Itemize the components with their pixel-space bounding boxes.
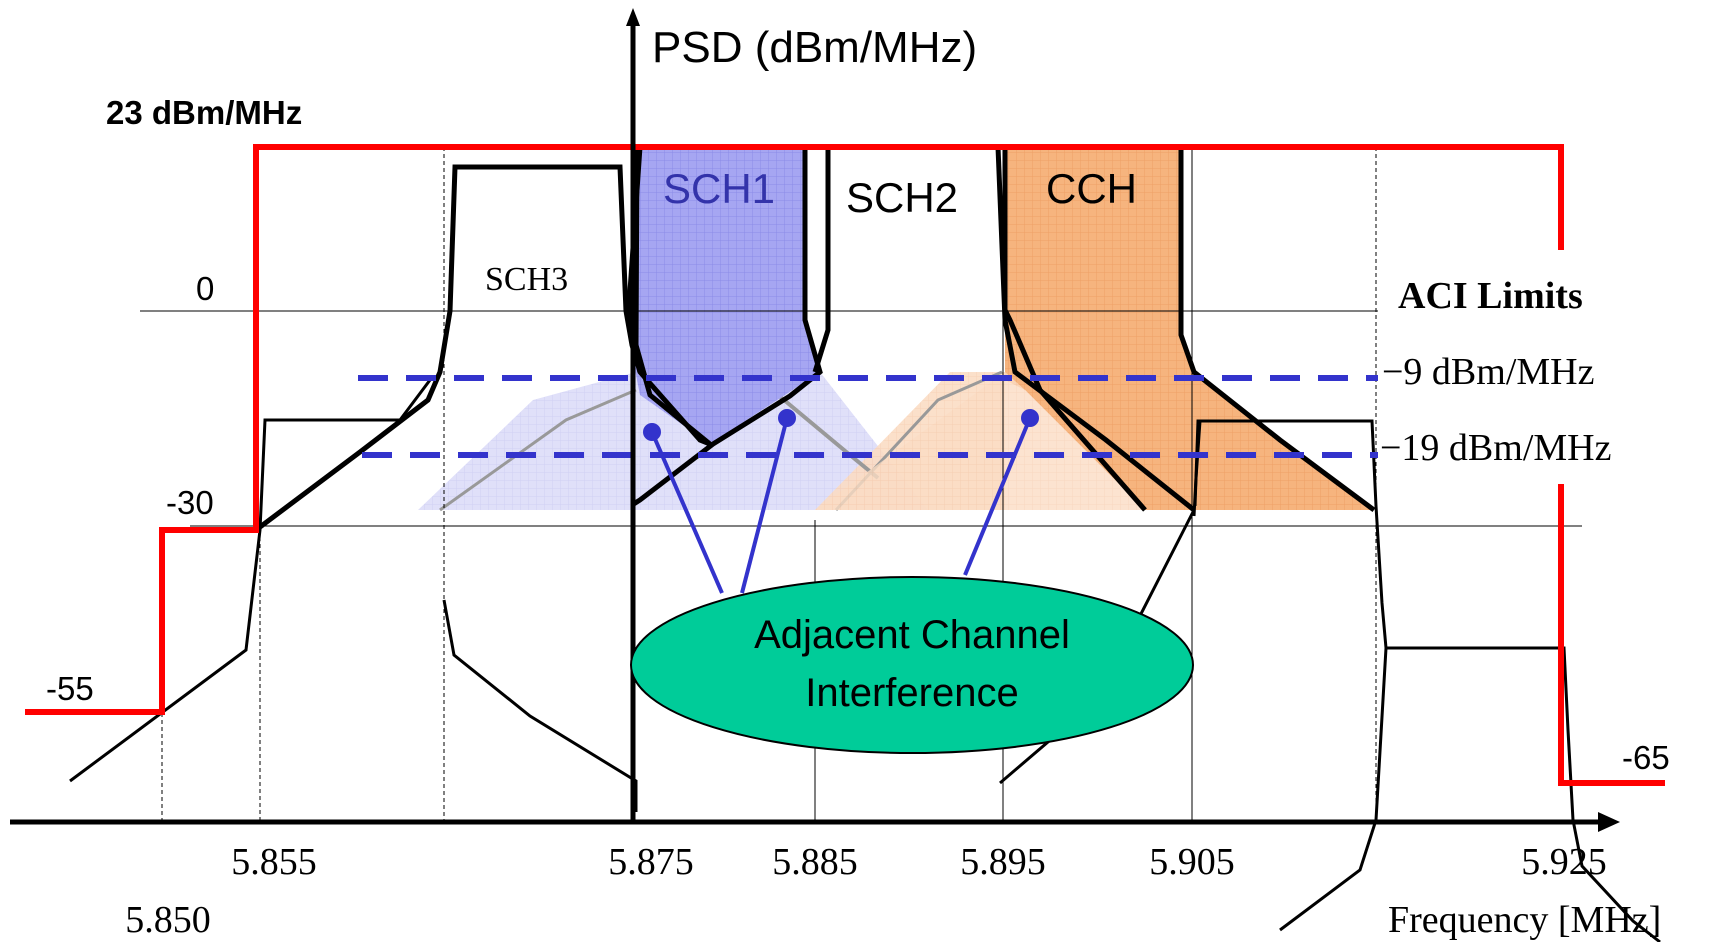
- sch3-lower-outline: [442, 599, 638, 812]
- x-tick-5885: 5.885: [772, 841, 858, 883]
- callout-pointers: [643, 409, 1039, 594]
- x-tick-5850: 5.850: [125, 899, 211, 941]
- channel-label-cch: CCH: [1046, 165, 1137, 212]
- pointer-cch: [963, 417, 1032, 576]
- sch4-outline: [69, 379, 432, 783]
- channel-label-sch1: SCH1: [663, 165, 775, 212]
- aci-limit-1: −9 dBm/MHz: [1382, 351, 1595, 393]
- callout-line-2: Interference: [805, 671, 1018, 715]
- cch-region: [1005, 147, 1374, 510]
- pointer-dot-cch: [1021, 409, 1039, 427]
- pointer-dot-sch1-right: [778, 409, 796, 427]
- aci-limit-2: −19 dBm/MHz: [1380, 427, 1612, 469]
- sch2-outline: [633, 146, 712, 446]
- callout-line-1: Adjacent Channel: [754, 613, 1070, 657]
- sch1-region: [628, 147, 820, 444]
- sch2-main-outline: [812, 144, 1196, 512]
- pointer-sch1-left: [650, 431, 724, 594]
- level-label-0: 0: [196, 270, 214, 307]
- spectral-mask: [25, 144, 1564, 715]
- pointer-sch1-right: [740, 417, 789, 594]
- x-tick-5905: 5.905: [1149, 841, 1235, 883]
- level-label-minus55: -55: [46, 670, 94, 707]
- level-label-minus65: -65: [1622, 739, 1670, 776]
- cch-lower-fill: [815, 372, 1145, 510]
- max-level-label: 23 dBm/MHz: [106, 94, 302, 131]
- x-tick-5895: 5.895: [960, 841, 1046, 883]
- pointer-dot-sch1-left: [643, 423, 661, 441]
- x-tick-5875: 5.875: [608, 841, 694, 883]
- x-tick-5855: 5.855: [231, 841, 317, 883]
- sch5-outline: [1193, 419, 1661, 944]
- sch5-left-outline: [1192, 420, 1202, 517]
- y-axis-arrow: [626, 8, 640, 26]
- spectral-mask-right: [1558, 484, 1665, 786]
- x-tick-5925: 5.925: [1521, 841, 1607, 883]
- x-axis-label: Frequency [MHz]: [1388, 899, 1661, 941]
- sch3-skirt-right: [418, 372, 640, 510]
- callout-ellipse: [630, 576, 1194, 754]
- sch3-skirt-edge: [439, 388, 637, 512]
- channel-label-sch3: SCH3: [485, 261, 568, 298]
- aci-title: ACI Limits: [1398, 275, 1583, 317]
- reference-lines: [140, 147, 1582, 820]
- channel-label-sch2: SCH2: [846, 174, 958, 221]
- spectrum-thin-outlines: [69, 379, 1661, 944]
- axes: [10, 8, 1620, 832]
- y-axis-label: PSD (dBm/MHz): [652, 23, 977, 72]
- sch5-lower-outline: [1279, 647, 1388, 932]
- cch-outline: [1002, 147, 1147, 512]
- x-axis-arrow: [1598, 812, 1620, 832]
- level-label-minus30: -30: [166, 484, 214, 521]
